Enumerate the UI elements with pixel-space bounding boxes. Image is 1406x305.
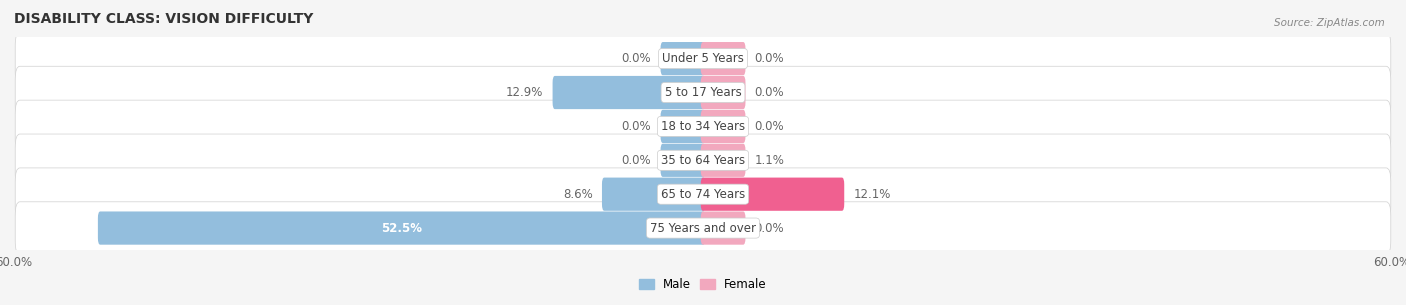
Text: 8.6%: 8.6% <box>562 188 593 201</box>
FancyBboxPatch shape <box>700 144 745 177</box>
Text: 52.5%: 52.5% <box>381 221 422 235</box>
Legend: Male, Female: Male, Female <box>640 278 766 291</box>
Text: 0.0%: 0.0% <box>755 86 785 99</box>
FancyBboxPatch shape <box>700 76 745 109</box>
Text: 12.1%: 12.1% <box>853 188 891 201</box>
Text: Source: ZipAtlas.com: Source: ZipAtlas.com <box>1274 18 1385 28</box>
Text: 0.0%: 0.0% <box>621 120 651 133</box>
FancyBboxPatch shape <box>700 110 745 143</box>
Text: 65 to 74 Years: 65 to 74 Years <box>661 188 745 201</box>
FancyBboxPatch shape <box>15 32 1391 85</box>
FancyBboxPatch shape <box>661 144 706 177</box>
Text: 0.0%: 0.0% <box>755 221 785 235</box>
FancyBboxPatch shape <box>98 211 706 245</box>
Text: Under 5 Years: Under 5 Years <box>662 52 744 65</box>
Text: 18 to 34 Years: 18 to 34 Years <box>661 120 745 133</box>
FancyBboxPatch shape <box>661 42 706 75</box>
FancyBboxPatch shape <box>602 178 706 211</box>
FancyBboxPatch shape <box>700 178 844 211</box>
Text: DISABILITY CLASS: VISION DIFFICULTY: DISABILITY CLASS: VISION DIFFICULTY <box>14 12 314 26</box>
Text: 0.0%: 0.0% <box>621 154 651 167</box>
FancyBboxPatch shape <box>15 202 1391 254</box>
Text: 1.1%: 1.1% <box>755 154 785 167</box>
FancyBboxPatch shape <box>15 100 1391 153</box>
Text: 35 to 64 Years: 35 to 64 Years <box>661 154 745 167</box>
Text: 5 to 17 Years: 5 to 17 Years <box>665 86 741 99</box>
Text: 12.9%: 12.9% <box>506 86 543 99</box>
Text: 0.0%: 0.0% <box>621 52 651 65</box>
Text: 0.0%: 0.0% <box>755 120 785 133</box>
FancyBboxPatch shape <box>15 134 1391 187</box>
FancyBboxPatch shape <box>700 42 745 75</box>
Text: 0.0%: 0.0% <box>755 52 785 65</box>
FancyBboxPatch shape <box>700 211 745 245</box>
FancyBboxPatch shape <box>15 66 1391 119</box>
FancyBboxPatch shape <box>553 76 706 109</box>
Text: 75 Years and over: 75 Years and over <box>650 221 756 235</box>
FancyBboxPatch shape <box>661 110 706 143</box>
FancyBboxPatch shape <box>15 168 1391 221</box>
